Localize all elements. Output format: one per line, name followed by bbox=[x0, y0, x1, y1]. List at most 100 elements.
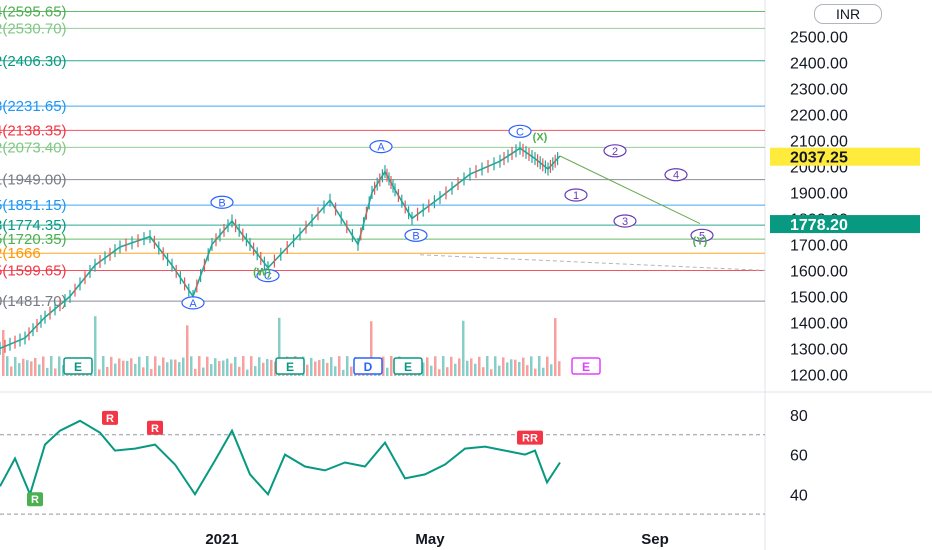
wave-label-text: 1 bbox=[573, 190, 579, 202]
fib-level-label: 5(1599.65) bbox=[0, 262, 67, 279]
volume-bar bbox=[426, 357, 429, 376]
volume-bar bbox=[382, 356, 385, 376]
oscillator-axis[interactable]: 80 60 40 bbox=[790, 408, 808, 504]
volume-bar bbox=[370, 321, 373, 376]
volume-bar bbox=[486, 356, 489, 376]
volume-bar bbox=[106, 366, 109, 376]
fib-level-label: 0(1481.70) bbox=[0, 293, 67, 310]
volume-bar bbox=[458, 358, 461, 376]
price-tag-label: 2037.25 bbox=[790, 150, 848, 167]
volume-bar bbox=[350, 366, 353, 376]
volume-bar bbox=[538, 356, 541, 376]
oscillator-line bbox=[0, 419, 561, 498]
price-tick-label: 1500.00 bbox=[790, 289, 848, 306]
volume-bar bbox=[498, 365, 501, 376]
volume-bar bbox=[546, 356, 549, 376]
volume-bar bbox=[210, 364, 213, 376]
volume-bar bbox=[94, 316, 97, 376]
volume-bar bbox=[518, 361, 521, 376]
fib-level-label: 4(2138.35) bbox=[0, 122, 67, 139]
volume-bar bbox=[390, 356, 393, 376]
volume-bar bbox=[206, 356, 209, 376]
volume-bar bbox=[162, 357, 165, 376]
volume-bar bbox=[186, 325, 189, 376]
volume-bar bbox=[542, 367, 545, 376]
wave-label-text: 4 bbox=[673, 170, 679, 182]
wave-label-badge bbox=[508, 124, 532, 138]
volume-bar bbox=[558, 361, 561, 376]
price-series bbox=[0, 141, 561, 355]
time-axis[interactable]: 2021 May Sep bbox=[205, 531, 668, 548]
fib-levels: 4(2595.65)2(2530.70) 2(2406.30) 3(2231.65)… bbox=[0, 4, 765, 310]
volume-bar bbox=[334, 366, 337, 376]
fib-level-label: 2(1666 bbox=[0, 245, 41, 262]
volume-bar bbox=[550, 364, 553, 376]
volume-bar bbox=[30, 361, 33, 376]
volume-bar bbox=[242, 356, 245, 376]
volume-bar bbox=[222, 360, 225, 376]
price-tick-label: 1700.00 bbox=[790, 237, 848, 254]
volume-bar bbox=[326, 362, 329, 376]
wave-label-badge bbox=[256, 269, 280, 283]
wave-label-text: C bbox=[264, 271, 272, 283]
volume-bar bbox=[2, 330, 5, 376]
volume-bar bbox=[490, 369, 493, 376]
wave-label-text: A bbox=[377, 142, 385, 154]
volume-bar bbox=[258, 357, 261, 376]
volume-bar bbox=[158, 365, 161, 376]
volume-bar bbox=[466, 360, 469, 376]
price-tick-label: 2400.00 bbox=[790, 55, 848, 72]
volume-bar bbox=[150, 369, 153, 376]
wave-label-text: 2 bbox=[612, 146, 618, 158]
volume-bar bbox=[10, 366, 13, 376]
volume-bar bbox=[18, 363, 21, 376]
volume-bar bbox=[98, 369, 101, 376]
wave-label-badge bbox=[664, 168, 688, 182]
currency-badge[interactable]: INR bbox=[814, 4, 882, 24]
volume-bar bbox=[182, 357, 185, 376]
price-tick-label: 1400.00 bbox=[790, 315, 848, 332]
volume-bar bbox=[130, 358, 133, 376]
fib-level-label: 1(1949.00) bbox=[0, 172, 67, 189]
volume-bar bbox=[226, 358, 229, 376]
wave-label-badge bbox=[690, 228, 714, 242]
event-marker-text: D bbox=[364, 360, 373, 374]
price-tag-box bbox=[770, 215, 920, 234]
signal-text: R bbox=[151, 423, 159, 435]
volume-bar bbox=[510, 359, 513, 376]
oscillator-tick-label: 40 bbox=[790, 487, 808, 504]
volume-bar bbox=[342, 369, 345, 376]
volume-bar bbox=[230, 363, 233, 376]
signal-badge bbox=[517, 430, 543, 445]
price-tag-label: 1778.20 bbox=[790, 217, 848, 234]
volume-bar bbox=[534, 368, 537, 376]
volume-bar bbox=[126, 360, 129, 376]
volume-bar bbox=[450, 356, 453, 376]
volume-bar bbox=[330, 357, 333, 376]
price-axis[interactable]: 2500.002400.002300.002200.002100.002000.… bbox=[790, 29, 848, 384]
time-tick-label: 2021 bbox=[205, 531, 238, 548]
wave-label-text: 3 bbox=[622, 216, 628, 228]
volume-bar bbox=[166, 362, 169, 376]
fib-level-label: 2(2406.30) bbox=[0, 53, 67, 70]
wave-label-major: (Y) bbox=[693, 236, 708, 248]
volume-bar bbox=[190, 356, 193, 376]
volume-bar bbox=[502, 357, 505, 376]
wave-label-badge bbox=[404, 228, 428, 242]
event-marker-box bbox=[393, 357, 423, 375]
volume-bar bbox=[514, 359, 517, 376]
wave-label-text: 5 bbox=[699, 230, 705, 242]
price-tick-label: 1300.00 bbox=[790, 341, 848, 358]
price-tick-label: 2200.00 bbox=[790, 107, 848, 124]
volume-bar bbox=[234, 356, 237, 376]
wave-label-major: (W) bbox=[253, 266, 271, 278]
volume-bar bbox=[462, 320, 465, 376]
volume-bar bbox=[526, 365, 529, 376]
signal-text: R bbox=[106, 413, 114, 425]
volume-bar bbox=[114, 363, 117, 376]
projection-dashed-line bbox=[419, 254, 766, 271]
